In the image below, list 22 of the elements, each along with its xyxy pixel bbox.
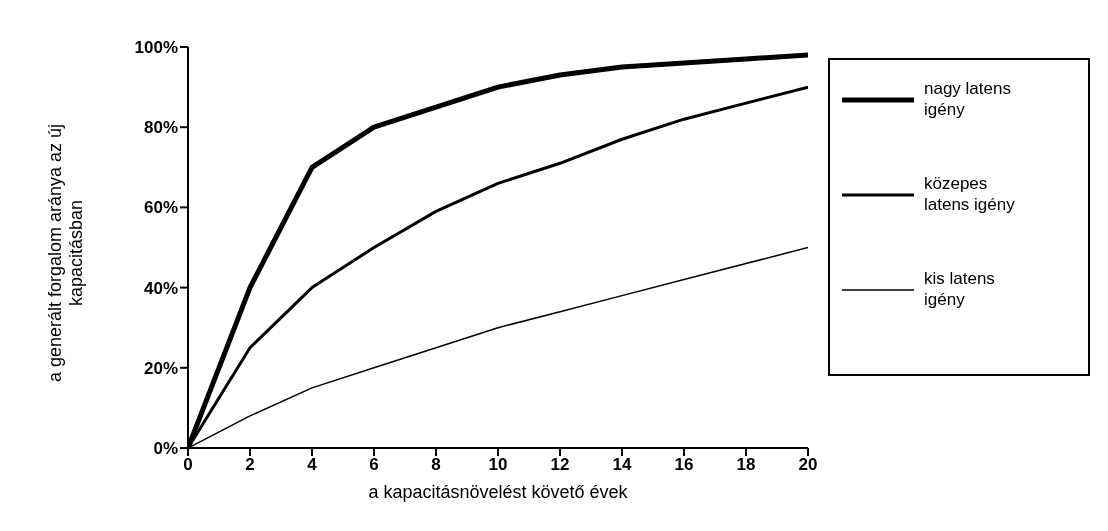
x-tick-label: 14 [612, 455, 632, 475]
x-axis-title: a kapacitásnövelést követő évek [368, 482, 629, 502]
y-tick-label: 60% [143, 198, 178, 218]
x-tick-label: 2 [245, 455, 255, 475]
x-tick-label: 16 [674, 455, 694, 475]
x-tick-label: 0 [183, 455, 193, 475]
legend-label: kis latens igény [924, 268, 996, 310]
y-tick-label: 80% [143, 118, 178, 138]
x-tick-label: 6 [369, 455, 379, 475]
x-tick-label: 20 [798, 455, 818, 475]
legend-label: közepes latens igény [924, 173, 1016, 215]
x-tick-label: 18 [736, 455, 756, 475]
y-tick-label: 20% [143, 358, 178, 378]
x-tick-label: 4 [307, 455, 318, 475]
x-tick-label: 8 [431, 455, 441, 475]
y-tick-label: 40% [143, 278, 178, 298]
y-tick-label: 0% [153, 439, 178, 459]
x-tick-label: 12 [550, 455, 570, 475]
x-tick-label: 10 [488, 455, 508, 475]
legend-label: nagy latens igény [924, 78, 1012, 120]
y-axis-title: a generált forgalom aránya az új kapacitásban [45, 122, 87, 385]
y-tick-label: 100% [134, 38, 178, 58]
